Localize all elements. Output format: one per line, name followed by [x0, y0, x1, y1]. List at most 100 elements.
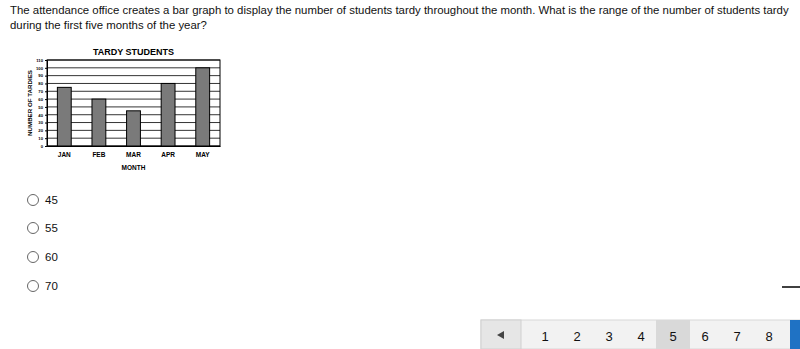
page-button[interactable]: 1: [541, 329, 548, 344]
tick: 10: [38, 136, 47, 141]
radio-button[interactable]: [28, 223, 39, 234]
page-number[interactable]: 4: [637, 329, 644, 344]
bar: [196, 68, 210, 146]
radio-button[interactable]: [28, 195, 39, 206]
question-text: The attendance office creates a bar grap…: [10, 3, 796, 33]
tick-mark: [45, 130, 47, 131]
tick: MAY: [196, 146, 211, 158]
option-label[interactable]: 45: [45, 194, 58, 206]
bar: [161, 83, 175, 146]
page-canvas: 0 10 20 30 40 50 60 70 80 90 100 110 JAN FEB MAR APR MAY…: [0, 0, 800, 349]
grid-line: [47, 91, 220, 92]
bar: [92, 99, 106, 146]
page-number[interactable]: 3: [605, 329, 612, 344]
option-label[interactable]: 55: [45, 222, 58, 234]
tick-label: JAN: [58, 151, 71, 158]
option-label[interactable]: 70: [45, 280, 58, 292]
tick-label: APR: [161, 151, 175, 158]
pagination: 1 2 3 4 5 6 7 8: [481, 320, 800, 349]
page-number[interactable]: 6: [701, 329, 708, 344]
page-number[interactable]: 8: [765, 329, 772, 344]
answer-option[interactable]: 55: [28, 222, 58, 234]
tick: 30: [38, 120, 47, 125]
grid-line: [47, 75, 220, 76]
tick-mark: [45, 115, 47, 116]
grid-line: [47, 99, 220, 100]
grid-line: [47, 60, 220, 61]
page-button[interactable]: 8: [765, 329, 772, 344]
tick-label: MAY: [196, 151, 211, 158]
y-axis-title: NUMBER OF TARDIES: [26, 70, 33, 136]
prev-button[interactable]: [481, 320, 521, 349]
tick-mark: [45, 107, 47, 108]
axis-line: [45, 61, 48, 147]
tick-label: 50: [38, 105, 43, 110]
grid-line: [47, 106, 220, 107]
tick: 110: [36, 58, 47, 63]
page-button[interactable]: 2: [573, 329, 580, 344]
radio-button[interactable]: [28, 252, 39, 263]
option-label[interactable]: 60: [45, 251, 58, 263]
grid: [47, 60, 220, 146]
tick: 80: [38, 81, 47, 86]
tick-label: 70: [38, 89, 43, 94]
tick-label: 20: [38, 128, 43, 133]
x-axis: JAN FEB MAR APR MAY: [48, 146, 221, 158]
page-button[interactable]: 5: [656, 320, 690, 349]
tick-mark: [45, 76, 47, 77]
tick-label: 100: [36, 66, 44, 71]
tick-label: 30: [38, 120, 43, 125]
tick: 20: [38, 128, 47, 133]
tick: 70: [38, 89, 47, 94]
page-number[interactable]: 5: [669, 329, 676, 344]
radio-button[interactable]: [28, 281, 39, 292]
plot-frame: [47, 60, 220, 146]
tick-label: FEB: [92, 151, 105, 158]
tick: FEB: [92, 146, 105, 158]
prev-arrow[interactable]: [497, 331, 504, 339]
y-axis: 0 10 20 30 40 50 60 70 80 90 100 110: [36, 58, 48, 149]
tick: MAR: [126, 146, 141, 158]
bars: [57, 68, 209, 146]
tick-mark: [45, 138, 47, 139]
divider: [782, 286, 800, 288]
tick-label: 60: [38, 97, 43, 102]
tick-label: 90: [38, 73, 43, 78]
page-button[interactable]: 7: [733, 329, 740, 344]
tick-mark: [45, 68, 47, 69]
answer-option[interactable]: 70: [28, 280, 58, 292]
next-button[interactable]: [790, 320, 800, 349]
tick: APR: [161, 146, 175, 158]
tick-label: 80: [38, 81, 43, 86]
tick: 40: [38, 113, 47, 118]
page-number[interactable]: 1: [541, 329, 548, 344]
page-button[interactable]: 3: [605, 329, 612, 344]
tick-label: 40: [38, 113, 43, 118]
x-axis-title: MONTH: [122, 164, 146, 171]
tick: 60: [38, 97, 47, 102]
page-button[interactable]: 6: [701, 329, 708, 344]
tick-mark: [45, 60, 47, 61]
answer-options: 45 55 60 70: [28, 194, 58, 292]
axis-line: [48, 146, 221, 147]
current-page-box: [656, 320, 690, 349]
tick-mark: [45, 99, 47, 100]
answer-option[interactable]: 45: [28, 194, 58, 206]
tick: 50: [38, 105, 47, 110]
tick: 100: [36, 66, 47, 71]
page-number[interactable]: 2: [573, 329, 580, 344]
tick-label: MAR: [126, 151, 141, 158]
tick-mark: [45, 83, 47, 84]
prev-button-box[interactable]: [481, 320, 521, 349]
tick-label: 0: [41, 144, 44, 149]
answer-option[interactable]: 60: [28, 251, 58, 263]
tick: 90: [38, 73, 47, 78]
tick: 0: [41, 144, 47, 149]
page-number[interactable]: 7: [733, 329, 740, 344]
tick-mark: [45, 146, 47, 147]
tick-label: 110: [36, 58, 43, 63]
bar: [127, 111, 141, 146]
chart-title: TARDY STUDENTS: [93, 47, 174, 57]
tick-mark: [45, 91, 47, 92]
page-button[interactable]: 4: [637, 329, 644, 344]
